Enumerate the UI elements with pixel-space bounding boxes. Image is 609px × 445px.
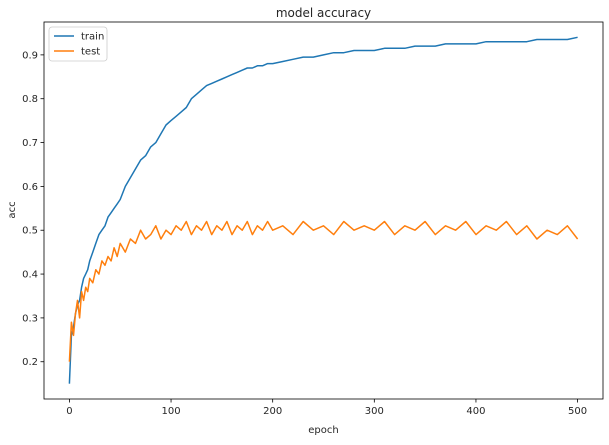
series-layer	[68, 36, 579, 384]
legend-label-train: train	[81, 32, 104, 43]
y-tick-label: 0.6	[22, 182, 38, 193]
x-tick-label: 400	[466, 406, 485, 417]
plot-area	[44, 22, 603, 399]
plot-frame	[43, 21, 604, 400]
y-tick-label: 0.2	[22, 357, 38, 368]
y-tick-label: 0.7	[22, 138, 38, 149]
y-tick-label: 0.8	[22, 94, 38, 105]
x-tick-label: 300	[365, 406, 384, 417]
y-axis-ticks: 0.2 0.3 0.4 0.5 0.6 0.7 0.8 0.9	[22, 50, 44, 368]
x-axis-label: epoch	[308, 425, 338, 436]
y-tick-label: 0.3	[22, 313, 38, 324]
x-tick-label: 200	[263, 406, 282, 417]
x-tick-label: 0	[66, 406, 72, 417]
chart-title: model accuracy	[276, 6, 371, 20]
x-tick-label: 100	[161, 406, 180, 417]
x-tick-label: 500	[568, 406, 587, 417]
series-line-train	[68, 36, 578, 384]
y-tick-label: 0.4	[22, 270, 38, 281]
series-line-test	[68, 220, 579, 362]
x-axis-ticks: 0 100 200 300 400 500	[66, 399, 587, 417]
y-tick-label: 0.5	[22, 226, 38, 237]
legend: train test	[48, 26, 108, 62]
y-axis-label: acc	[7, 201, 18, 218]
y-tick-label: 0.9	[22, 50, 38, 61]
legend-label-test: test	[81, 47, 100, 58]
